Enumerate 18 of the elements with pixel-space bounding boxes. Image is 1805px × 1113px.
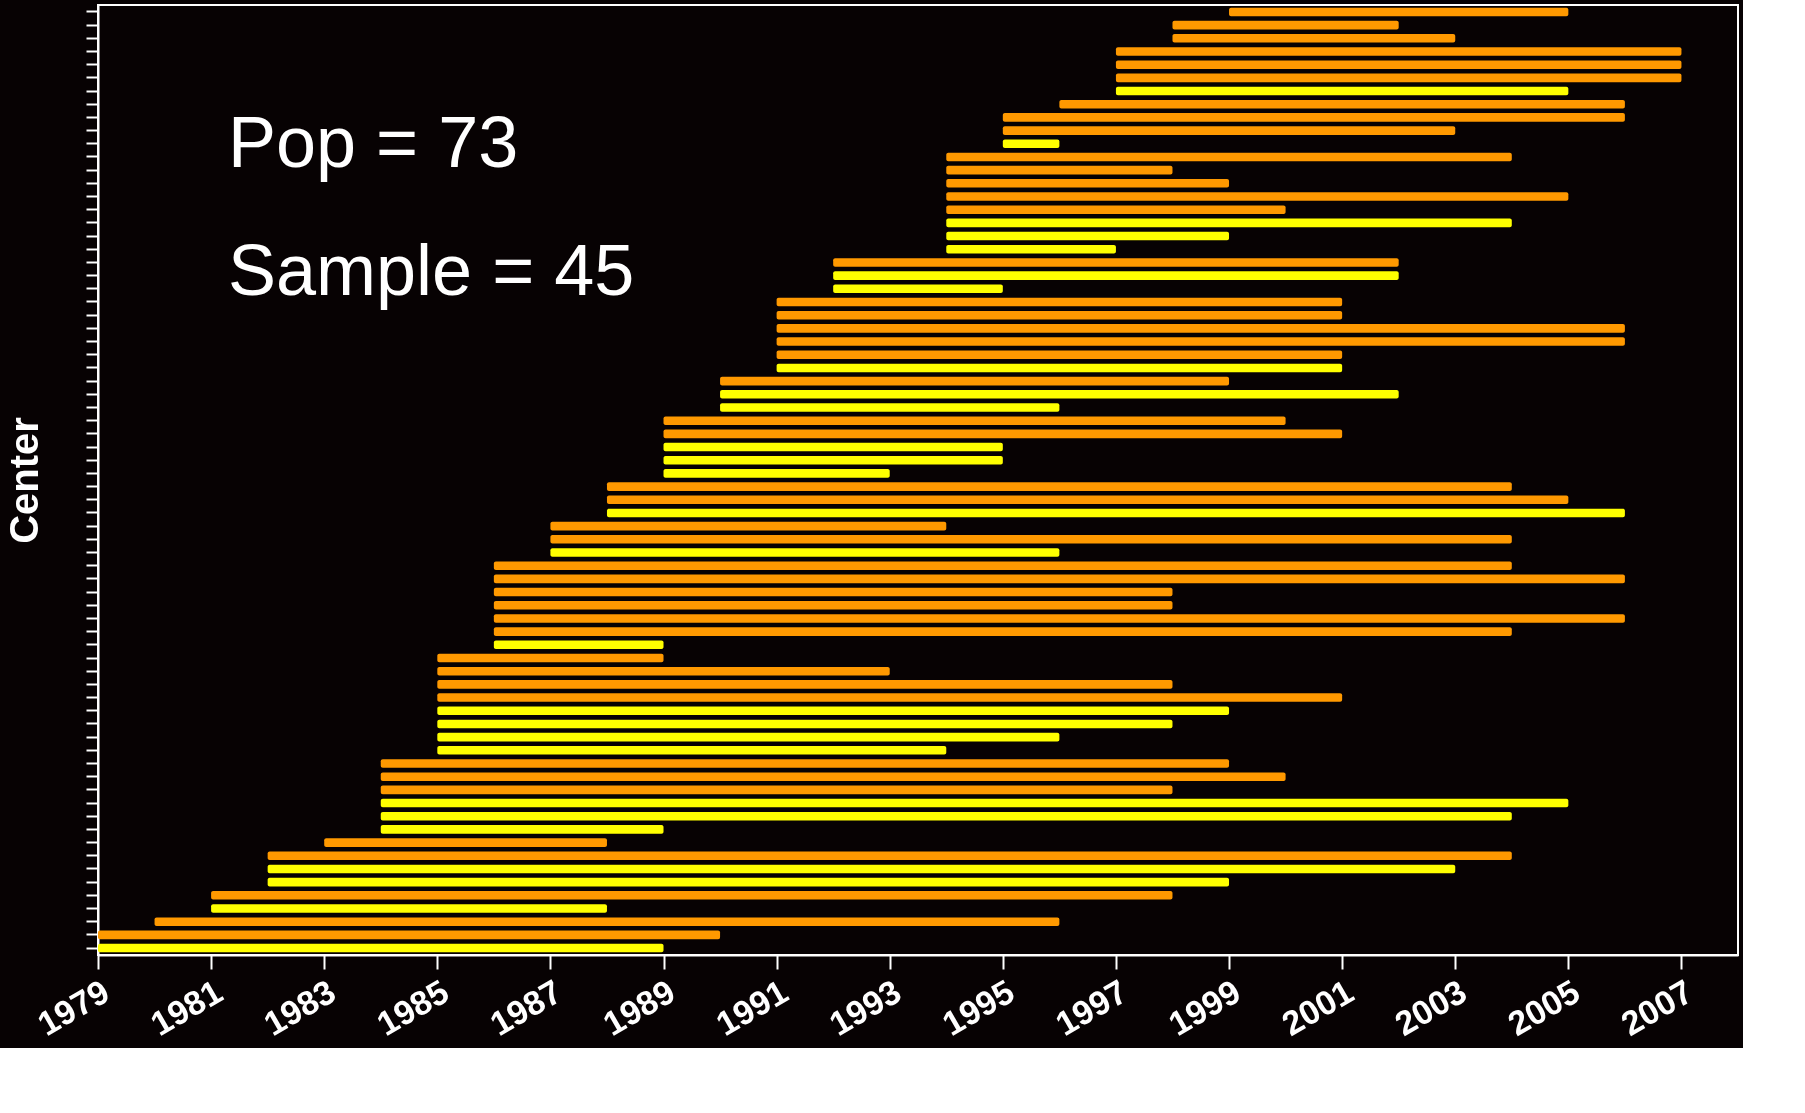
x-tick-label: 2007 [1614,972,1699,1043]
x-tick-label: 2001 [1275,972,1360,1043]
x-tick-label: 1993 [822,972,908,1043]
x-tick-label: 2003 [1388,972,1473,1043]
annotation: Pop = 73 [228,102,519,182]
x-tick-label: 1995 [935,972,1021,1043]
x-tick-label: 1983 [257,972,342,1043]
annotation: Sample = 45 [228,230,635,310]
x-tick-label: 1981 [144,972,229,1043]
x-tick-label: 1985 [370,972,455,1043]
x-tick-label: 2005 [1501,972,1586,1043]
x-tick-label: 1979 [30,972,116,1043]
x-tick-label: 1989 [596,972,682,1043]
x-tick-label: 1999 [1162,972,1247,1043]
y-axis-title: Center [1,417,46,544]
x-tick-label: 1987 [483,972,568,1043]
x-tick-label: 1991 [709,972,795,1043]
x-tick-label: 1997 [1048,972,1134,1043]
